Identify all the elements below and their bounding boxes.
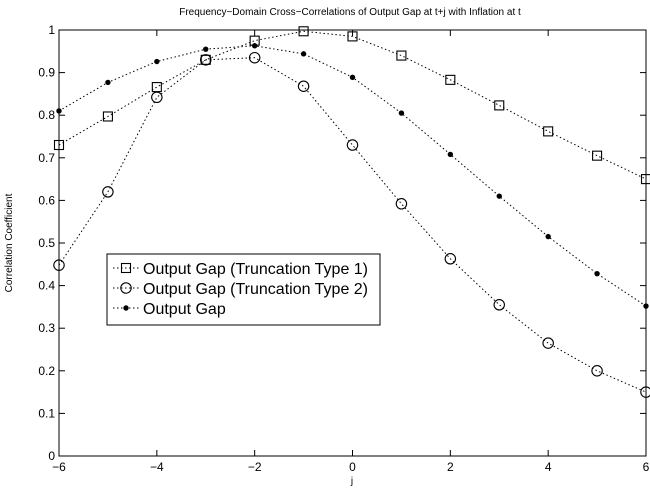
series-2-point (102, 186, 114, 198)
series-2-point (444, 253, 457, 265)
series-2-point (200, 54, 212, 66)
chart-title: Frequency−Domain Cross−Correlations of O… (179, 7, 521, 18)
series-3-point (300, 51, 307, 57)
x-tick-label: 6 (643, 460, 650, 474)
legend: Output Gap (Truncation Type 1) Output Gap… (106, 253, 381, 326)
plot-frame (58, 29, 647, 457)
series-3-point (496, 193, 502, 199)
series-3-point (398, 110, 405, 116)
series-2-point (248, 51, 261, 64)
series-2-point (493, 299, 505, 311)
series-2 (53, 51, 650, 398)
y-tick-label: 0.9 (38, 66, 55, 80)
x-tick-label: 2 (447, 460, 454, 474)
y-tick-label: 0.7 (38, 151, 55, 165)
series-1-point (53, 139, 65, 151)
y-tick-label: 0.6 (38, 193, 55, 207)
series-1-line (58, 30, 647, 180)
series-3-point (154, 58, 160, 65)
series-3-point (545, 233, 551, 240)
series-1-point (396, 50, 407, 61)
series-1-point (543, 126, 554, 137)
y-tick-label: 0.3 (38, 321, 55, 335)
series-1-point (494, 100, 505, 111)
y-tick-label: 0 (48, 449, 55, 463)
series-1-point (592, 150, 603, 161)
legend-label: Output Gap (Truncation Type 1) (143, 261, 368, 278)
series-1-point (445, 74, 456, 85)
series-1-point (298, 26, 309, 37)
series-layer (53, 26, 650, 398)
series-3 (56, 43, 649, 309)
y-axis-label: Correlation Coefficient (4, 193, 15, 292)
y-tick-label: 0.4 (38, 279, 55, 293)
series-3-point (447, 151, 454, 158)
series-3-point (203, 46, 209, 52)
series-2-point (151, 91, 163, 104)
x-tick-label: 4 (545, 460, 552, 474)
y-tick-label: 0.5 (38, 236, 55, 250)
x-axis-label: j (350, 476, 353, 487)
legend-marker (123, 305, 129, 311)
series-3-point (251, 43, 258, 49)
ticks: −6 −4 −2 0 2 4 6 0 0.1 0.2 0.3 0.4 0.5 0.6 0.7 0.8 0.9 1 (38, 23, 649, 474)
legend-label: Output Gap (143, 301, 226, 318)
series-2-point (591, 365, 603, 377)
series-2-point (640, 386, 650, 398)
series-3-point (56, 108, 62, 114)
x-tick-label: −2 (248, 460, 262, 474)
series-2-point (53, 259, 65, 271)
y-tick-label: 0.1 (38, 406, 55, 420)
y-tick-label: 0.2 (38, 364, 55, 378)
series-2-point (297, 80, 310, 92)
legend-box (106, 253, 381, 326)
series-3-point (349, 74, 356, 80)
series-3-point (105, 79, 111, 86)
series-3-point (594, 270, 600, 277)
y-tick-label: 1 (48, 23, 55, 37)
x-tick-label: 0 (349, 460, 356, 474)
series-1-point (102, 111, 113, 122)
legend-marker (120, 262, 132, 274)
series-2-point (542, 337, 554, 349)
legend-label: Output Gap (Truncation Type 2) (143, 281, 368, 298)
y-tick-label: 0.8 (38, 108, 55, 122)
series-2-point (395, 198, 408, 210)
x-tick-label: −4 (150, 460, 164, 474)
series-1-point (640, 174, 650, 185)
series-1-point (347, 31, 358, 42)
series-2-point (346, 139, 359, 151)
series-3-point (643, 303, 649, 309)
legend-marker (120, 282, 132, 294)
x-tick-label: −6 (52, 460, 66, 474)
